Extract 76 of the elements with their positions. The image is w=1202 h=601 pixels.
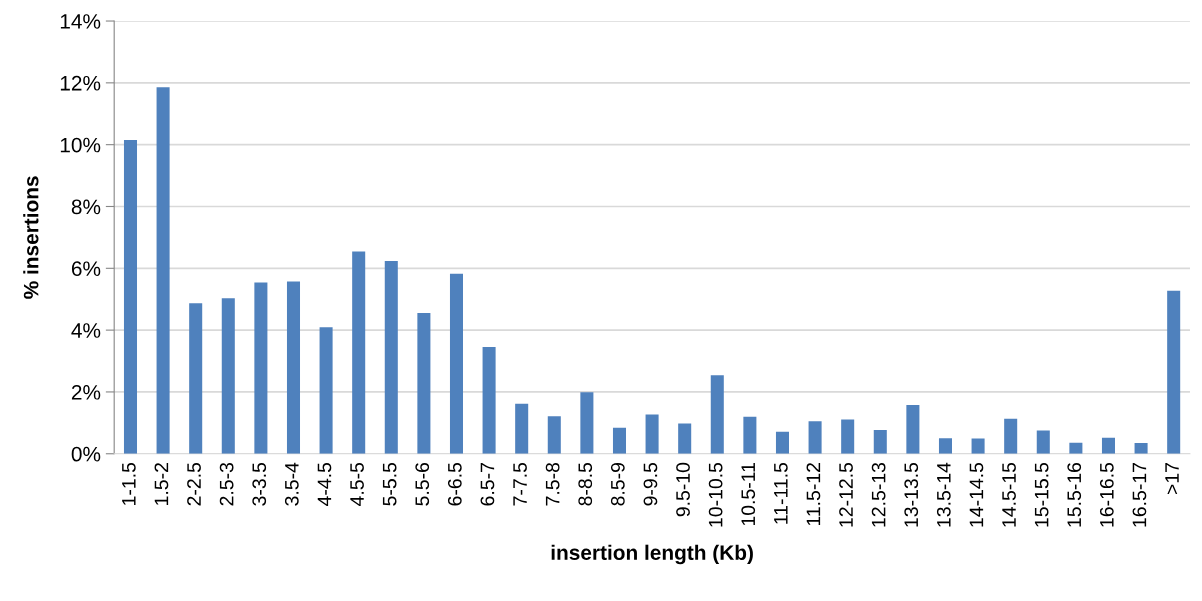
x-tick-label: 1.5-2 bbox=[154, 463, 169, 505]
x-tick-label: 6.5-7 bbox=[480, 463, 495, 506]
x-tick-label: 16-16.5 bbox=[1099, 462, 1114, 527]
bar bbox=[482, 347, 496, 454]
bar bbox=[873, 429, 887, 454]
x-tick-label: 13-13.5 bbox=[904, 462, 919, 527]
x-tick-label: >17 bbox=[1165, 463, 1179, 495]
x-tick-label: 5.5-6 bbox=[415, 462, 430, 506]
y-tick-label: 4% bbox=[71, 323, 101, 338]
y-tick-label: 14% bbox=[60, 14, 101, 29]
x-tick-label: 2-2.5 bbox=[187, 462, 201, 506]
y-axis-title: % insertions bbox=[23, 176, 39, 299]
bar bbox=[678, 423, 692, 454]
x-tick-label: 10-10.5 bbox=[708, 462, 723, 527]
x-tick-label: 6-6.5 bbox=[447, 462, 462, 506]
x-tick-label: 14-14.5 bbox=[969, 462, 984, 527]
y-tick-label: 12% bbox=[60, 75, 101, 91]
bar bbox=[221, 298, 235, 454]
bar bbox=[710, 375, 724, 454]
x-tick-label: 11-11.5 bbox=[774, 462, 788, 524]
bar bbox=[384, 260, 398, 454]
y-tick-label: 2% bbox=[71, 384, 101, 400]
x-tick-label: 15.5-16 bbox=[1067, 462, 1082, 527]
bar bbox=[449, 273, 464, 454]
bar bbox=[743, 416, 757, 454]
bar bbox=[352, 251, 366, 454]
bar bbox=[417, 313, 431, 454]
bar bbox=[645, 414, 659, 454]
bar bbox=[547, 416, 561, 454]
bar bbox=[319, 327, 333, 454]
bar bbox=[906, 404, 920, 454]
bar bbox=[1101, 437, 1115, 454]
x-tick-label: 1-1.5 bbox=[122, 462, 136, 505]
bar bbox=[254, 282, 268, 454]
x-tick-label: 3.5-4 bbox=[284, 462, 299, 506]
x-tick-label: 12-12.5 bbox=[839, 462, 853, 527]
bar bbox=[971, 438, 985, 454]
x-tick-label: 11.5-12 bbox=[806, 463, 821, 526]
y-tick-label: 8% bbox=[71, 199, 101, 215]
bar bbox=[515, 403, 529, 454]
y-tick-label: 10% bbox=[60, 137, 101, 153]
x-tick-label: 16.5-17 bbox=[1132, 463, 1147, 527]
bar bbox=[1134, 442, 1148, 454]
x-tick-label: 3-3.5 bbox=[252, 462, 267, 506]
x-tick-label: 4.5-5 bbox=[350, 462, 364, 506]
x-tick-label: 7-7.5 bbox=[513, 462, 527, 506]
x-axis-title: insertion length (Kb) bbox=[551, 544, 753, 565]
bar bbox=[1167, 290, 1181, 454]
bar bbox=[775, 431, 789, 454]
bar bbox=[1069, 442, 1083, 454]
x-tick-label: 13.5-14 bbox=[936, 462, 951, 527]
bar bbox=[1004, 418, 1018, 454]
y-tick-label: 6% bbox=[71, 261, 101, 277]
bar bbox=[156, 87, 170, 454]
x-tick-label: 14.5-15 bbox=[1002, 462, 1016, 527]
x-tick-label: 5-5.5 bbox=[382, 462, 397, 506]
bar bbox=[612, 427, 627, 454]
bar bbox=[1036, 430, 1050, 454]
bar bbox=[808, 421, 822, 454]
x-tick-label: 12.5-13 bbox=[871, 462, 886, 527]
bar bbox=[123, 140, 138, 454]
x-tick-label: 2.5-3 bbox=[219, 462, 234, 506]
bar bbox=[841, 419, 855, 454]
x-tick-label: 15-15.5 bbox=[1034, 462, 1049, 527]
bar bbox=[286, 281, 301, 454]
bar bbox=[189, 303, 203, 454]
x-tick-label: 7.5-8 bbox=[545, 462, 560, 506]
bar bbox=[580, 392, 594, 454]
x-tick-label: 9-9.5 bbox=[643, 462, 658, 506]
x-tick-label: 9.5-10 bbox=[676, 462, 690, 517]
x-tick-label: 8.5-9 bbox=[610, 463, 625, 506]
x-tick-label: 8-8.5 bbox=[578, 462, 593, 506]
x-tick-label: 10.5-11 bbox=[741, 463, 756, 526]
x-tick-label: 4-4.5 bbox=[317, 462, 332, 506]
bar bbox=[938, 438, 952, 454]
y-tick-label: 0% bbox=[71, 446, 101, 462]
